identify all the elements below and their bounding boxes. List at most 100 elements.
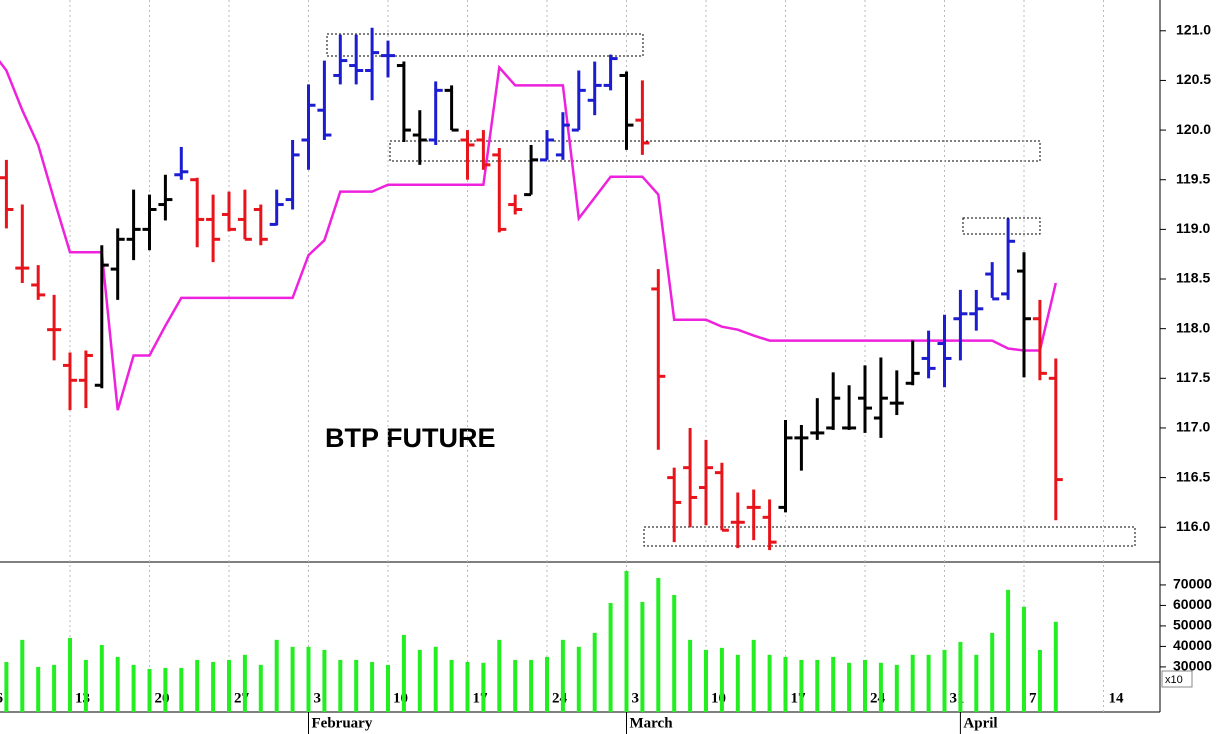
volume-bar <box>672 594 677 712</box>
volume-bar <box>227 659 231 712</box>
volume-bar <box>624 570 629 712</box>
y-tick-label: 119.5 <box>1176 170 1210 186</box>
volume-bar <box>370 661 375 712</box>
zone-box <box>326 33 644 57</box>
y-tick-label: 121.0 <box>1176 21 1211 37</box>
y-tick-label: 70000 <box>1173 576 1212 592</box>
x-tick-label: 17 <box>791 690 807 706</box>
volume-bar <box>306 646 311 712</box>
x-tick-label: 17 <box>473 690 489 706</box>
zone-box <box>962 217 1041 235</box>
volume-bar <box>545 656 549 712</box>
volume-bar <box>719 647 724 712</box>
y-tick-label: 30000 <box>1173 658 1212 674</box>
volume-bar <box>115 656 120 712</box>
volume-bar <box>147 668 152 712</box>
volume-bar <box>322 649 327 712</box>
y-tick-label: 117.5 <box>1176 369 1210 385</box>
y-tick-label: 60000 <box>1173 596 1212 612</box>
signal-line <box>0 60 1058 411</box>
zone-box <box>389 140 1041 162</box>
volume-bar <box>195 659 200 712</box>
x-tick-label: 27 <box>234 690 250 706</box>
volume-bar <box>465 661 470 712</box>
volume-bar <box>767 654 772 712</box>
y-tick-label: 50000 <box>1173 617 1212 633</box>
volume-bar <box>242 654 247 712</box>
y-tick-label: 119.0 <box>1176 220 1210 236</box>
volume-bar <box>354 659 359 712</box>
volume-bar <box>704 649 708 712</box>
volume-bar <box>36 666 41 712</box>
y-tick-label: 118.5 <box>1176 270 1210 286</box>
volume-bar <box>481 662 486 712</box>
y-tick-label: 117.0 <box>1176 419 1210 435</box>
y-tick-label: 120.5 <box>1176 71 1211 87</box>
volume-bar <box>847 662 852 712</box>
y-tick-label: 120.0 <box>1176 121 1211 137</box>
y-tick-label: 118.0 <box>1176 319 1210 335</box>
volume-bar <box>576 646 581 712</box>
volume-bar <box>290 646 295 712</box>
volume-bar <box>99 644 104 712</box>
x-tick-label: 24 <box>870 690 886 706</box>
volume-bar <box>815 659 820 712</box>
volume-bar <box>783 656 788 712</box>
volume-bar <box>497 639 502 712</box>
x-tick-label: 7 <box>1029 690 1037 706</box>
volume-bar <box>910 654 915 712</box>
volume-bar <box>211 661 216 712</box>
y-tick-label: 116.5 <box>1176 468 1210 484</box>
volume-bar <box>1022 606 1026 712</box>
volume-bar <box>4 661 9 712</box>
month-label: March <box>630 715 674 731</box>
zones <box>326 33 1136 547</box>
volume-bar <box>258 664 263 712</box>
volume-bar <box>83 659 88 712</box>
x-tick-label: 24 <box>552 690 568 706</box>
note-box <box>1161 670 1193 688</box>
volume-bar <box>1006 589 1011 712</box>
volume-bar <box>179 667 184 712</box>
volume-bar <box>68 638 72 712</box>
volume-bar <box>608 602 613 712</box>
y-tick-label: 116.0 <box>1176 518 1210 534</box>
volume-bar <box>942 649 947 712</box>
volume-bar <box>20 639 25 712</box>
volume-bar <box>449 659 454 712</box>
month-label: February <box>312 715 373 731</box>
volume-bar <box>274 639 279 712</box>
volume-bar <box>878 662 883 712</box>
x-tick-label: 14 <box>1109 690 1125 706</box>
volume-bar <box>163 667 168 712</box>
volume-bar <box>1037 649 1042 712</box>
volume-bar <box>688 639 693 712</box>
x-tick-label: 6 <box>0 690 4 706</box>
volume-bar <box>52 664 57 712</box>
x-tick-label: 3 <box>632 690 640 706</box>
volume-bar <box>990 632 995 712</box>
volume-bar <box>656 577 661 712</box>
month-label: April <box>963 715 997 731</box>
volume-bar <box>894 664 899 712</box>
zone-box <box>643 526 1136 547</box>
volume-bar <box>592 632 597 712</box>
volume-bar <box>974 654 979 712</box>
volume-bar <box>417 649 422 712</box>
volume-bar <box>863 659 867 712</box>
volume-note: x10 <box>1165 674 1183 686</box>
volume-bar <box>751 639 756 712</box>
volume-bar <box>513 659 518 712</box>
volume-bar <box>131 664 136 712</box>
y-tick-label: 40000 <box>1173 637 1212 653</box>
volume-bar <box>386 664 390 712</box>
volume-bar <box>640 601 645 712</box>
volume-bar <box>831 656 836 712</box>
volume-bar <box>338 659 343 712</box>
volume-bar <box>401 634 406 712</box>
volume-bar <box>735 654 740 712</box>
volume-bar <box>433 646 438 712</box>
volume-bar <box>529 659 534 712</box>
x-tick-label: 3 <box>314 690 322 706</box>
